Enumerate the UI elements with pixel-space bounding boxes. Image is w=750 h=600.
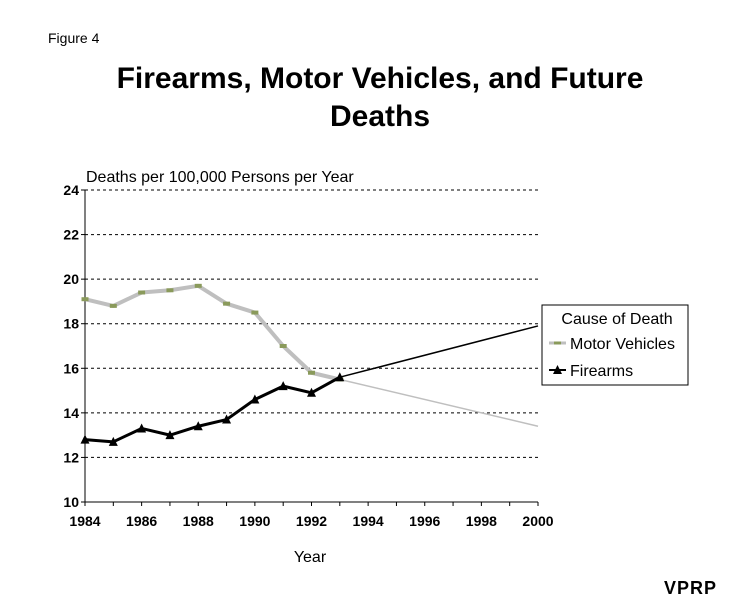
point-firearms-1991 bbox=[278, 381, 288, 391]
series-layer bbox=[80, 283, 539, 446]
legend-label-firearms: Firearms bbox=[570, 363, 633, 380]
grid-lines bbox=[85, 189, 538, 458]
x-tick-label-1988: 1988 bbox=[183, 513, 214, 529]
point-firearms-1985 bbox=[108, 436, 118, 446]
point-firearms-1984 bbox=[80, 434, 90, 444]
figure-label: Figure 4 bbox=[48, 30, 100, 46]
y-tick-label-14: 14 bbox=[63, 405, 79, 421]
point-firearms-1988 bbox=[193, 421, 203, 431]
x-tick-label-1990: 1990 bbox=[239, 513, 270, 529]
legend: Cause of Death Motor Vehicles Firearms bbox=[541, 304, 689, 386]
projection-line-firearms bbox=[339, 325, 539, 378]
point-firearms-1990 bbox=[250, 394, 260, 404]
legend-title: Cause of Death bbox=[561, 311, 672, 328]
y-tick-label-18: 18 bbox=[63, 316, 79, 332]
x-tick-label-1994: 1994 bbox=[353, 513, 384, 529]
point-firearms-1992 bbox=[307, 387, 316, 397]
projection-line-motor-vehicles bbox=[339, 378, 539, 427]
chart-title-line-1: Firearms, Motor Vehicles, and Future bbox=[116, 62, 644, 95]
legend-marker-firearms bbox=[553, 365, 562, 374]
series-line-motor-vehicles bbox=[84, 283, 341, 382]
y-tick-label-24: 24 bbox=[63, 182, 79, 198]
x-tick-label-1998: 1998 bbox=[466, 513, 497, 529]
legend-box bbox=[541, 304, 689, 386]
series-line-firearms bbox=[84, 375, 341, 444]
x-tick-label-1996: 1996 bbox=[409, 513, 440, 529]
point-firearms-1993 bbox=[335, 372, 345, 382]
y-tick-label-20: 20 bbox=[63, 271, 79, 287]
point-firearms-1986 bbox=[137, 423, 147, 433]
chart-title-line-2: Deaths bbox=[329, 100, 431, 133]
y-tick-label-10: 10 bbox=[63, 494, 79, 510]
point-firearms-1987 bbox=[165, 430, 175, 440]
axes: 10 12 14 16 18 20 22 24 1984 1986 1988 1990 1992 1994… bbox=[63, 182, 553, 529]
x-tick-label-1986: 1986 bbox=[126, 513, 157, 529]
x-tick-label-1992: 1992 bbox=[296, 513, 327, 529]
y-tick-label-12: 12 bbox=[63, 449, 79, 465]
x-tick-label-2000: 2000 bbox=[522, 513, 553, 529]
chart-title: Firearms, Motor Vehicles, and Future Dea… bbox=[0, 60, 750, 136]
vprp-mark: VPRP bbox=[664, 578, 718, 598]
point-firearms-1989 bbox=[222, 414, 232, 424]
y-tick-label-16: 16 bbox=[63, 360, 79, 376]
legend-label-motor-vehicles: Motor Vehicles bbox=[570, 336, 675, 353]
x-axis-title: Year bbox=[294, 549, 327, 566]
y-tick-label-22: 22 bbox=[63, 227, 79, 243]
x-tick-label-1984: 1984 bbox=[69, 513, 100, 529]
y-axis-title: Deaths per 100,000 Persons per Year bbox=[86, 169, 354, 186]
